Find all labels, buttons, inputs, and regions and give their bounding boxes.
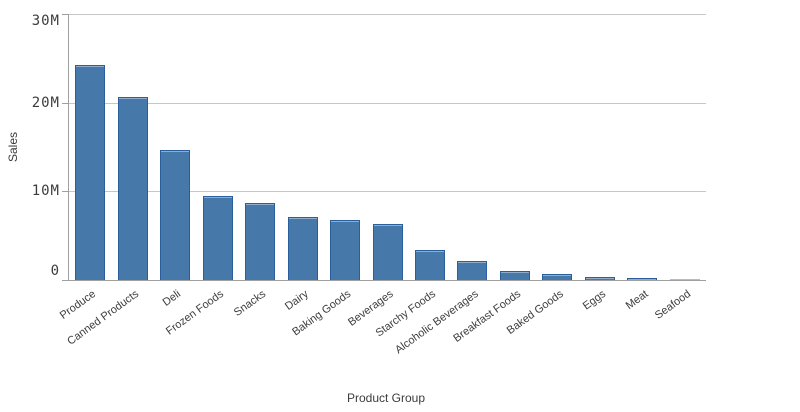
gridline-20m [69, 103, 706, 104]
bar-breakfast-foods[interactable] [499, 271, 530, 280]
bar-seafood[interactable] [669, 278, 700, 280]
bar-meat[interactable] [627, 278, 658, 280]
bar-starchy-foods[interactable] [415, 249, 445, 280]
gridline-30m [69, 14, 706, 15]
y-tick-mark-0 [62, 280, 69, 281]
y-tick-label-10m: 10M [31, 183, 60, 199]
bar-deli[interactable] [160, 149, 191, 280]
bar-baked-goods[interactable] [542, 273, 573, 280]
bar-beverages[interactable] [372, 224, 403, 280]
y-tick-mark-30m [62, 14, 69, 15]
y-tick-mark-20m [62, 103, 69, 104]
x-tick-label-snacks[interactable]: Snacks [231, 288, 269, 319]
x-tick-label-dairy[interactable]: Dairy [282, 288, 311, 313]
bar-snacks[interactable] [245, 202, 276, 280]
x-axis-title: Product Group [346, 391, 426, 405]
y-tick-mark-10m [62, 191, 69, 192]
bar-alcoholic-beverages[interactable] [457, 260, 488, 280]
y-tick-label-0: 0 [50, 263, 60, 279]
bar-canned-products[interactable] [117, 97, 148, 280]
y-tick-label-30m: 30M [31, 13, 60, 29]
bar-produce[interactable] [75, 65, 106, 280]
x-tick-label-meat[interactable]: Meat [623, 288, 651, 313]
bar-eggs[interactable] [584, 276, 615, 280]
y-axis-title: Sales [6, 131, 20, 163]
x-tick-label-deli[interactable]: Deli [160, 288, 184, 309]
x-tick-label-eggs[interactable]: Eggs [580, 288, 608, 313]
gridline-10m [69, 191, 706, 192]
bar-frozen-foods[interactable] [202, 195, 233, 280]
plot-area [62, 14, 706, 281]
y-tick-label-20m: 20M [31, 95, 60, 111]
bar-baking-goods[interactable] [330, 219, 360, 280]
x-tick-label-seafood[interactable]: Seafood [652, 288, 693, 322]
bar-dairy[interactable] [287, 217, 318, 280]
